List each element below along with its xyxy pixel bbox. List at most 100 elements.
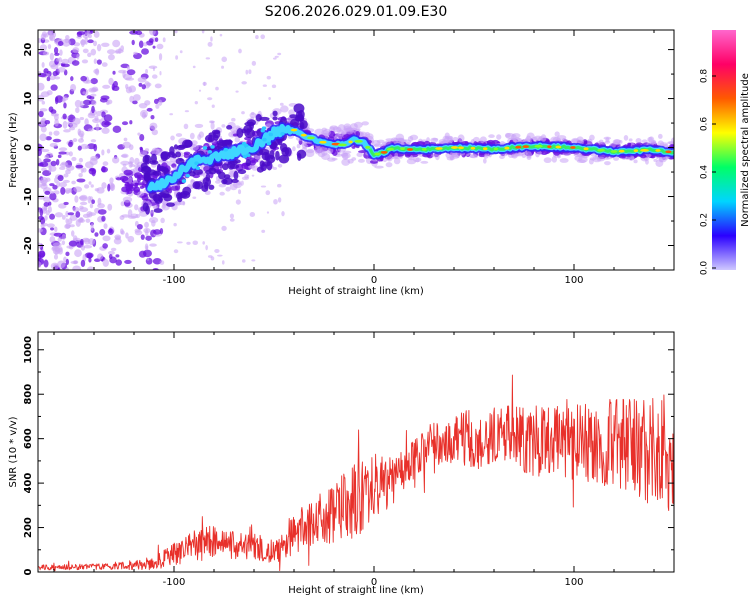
spectrogram-band-blob <box>194 123 204 128</box>
spectrogram-noise-blob <box>57 154 62 159</box>
spectrogram-band-blob <box>345 127 354 135</box>
spectrogram-noise-blob <box>49 183 55 187</box>
ridge-hot-spot <box>618 149 625 153</box>
spectrogram-sparse-blob <box>251 60 257 66</box>
spectrogram-dense-blob <box>226 125 233 130</box>
spectrogram-sparse-blob <box>261 229 266 233</box>
ridge-diffuse-speck <box>181 179 187 183</box>
spectrogram-band-blob <box>373 143 383 148</box>
spectrogram-noise-blob <box>97 209 107 215</box>
spectrogram-noise-blob <box>38 148 42 157</box>
spectrogram-sparse-blob <box>274 55 279 58</box>
spectrogram-noise-blob <box>81 59 89 64</box>
ridge-hot-spot <box>504 146 510 150</box>
spectrogram-noise-blob <box>79 238 84 246</box>
spectrogram-noise-blob <box>59 49 63 56</box>
snr-y-ticks: 0 200 400 600 800 1000 <box>23 336 674 575</box>
spectrogram-noise-blob <box>125 77 135 81</box>
ridge-hot-spot <box>470 146 476 150</box>
spectrogram-noise-blob <box>90 139 97 143</box>
spectrogram-sparse-blob <box>229 218 235 222</box>
snr-x-tick-label: 100 <box>564 577 583 588</box>
spectrogram-noise-blob <box>38 110 44 118</box>
spectrogram-sparse-blob <box>279 102 284 106</box>
ridge-hot-spot <box>290 128 298 132</box>
colorbar-tick-label: 0.6 <box>700 117 710 132</box>
spectrogram-sparse-blob <box>146 257 150 261</box>
spectrogram-dense-blob <box>184 139 193 148</box>
spectrogram-noise-blob <box>101 62 108 67</box>
spectrogram-band-blob <box>526 132 535 140</box>
spectrogram-sparse-blob <box>231 117 236 122</box>
spectrogram-noise-blob <box>62 120 68 129</box>
spectrogram-band-blob <box>635 138 642 144</box>
spectrogram-dense-blob <box>176 191 183 200</box>
spectrogram-band-blob <box>329 125 339 131</box>
snr-x-tick-label: 0 <box>371 577 377 588</box>
spectrogram-noise-blob <box>80 143 89 150</box>
spectrogram-x-tick-label: 100 <box>564 275 583 286</box>
spectrogram-dense-blob <box>229 160 239 165</box>
snr-y-tick-label: 400 <box>23 473 34 494</box>
spectrogram-noise-blob <box>112 156 120 164</box>
ridge-hot-spot <box>665 150 672 154</box>
spectrogram-sparse-blob <box>159 70 162 76</box>
spectrogram-sparse-blob <box>143 114 148 118</box>
spectrogram-band-blob <box>356 152 363 158</box>
spectrogram-noise-blob <box>84 118 89 126</box>
spectrogram-noise-blob <box>49 213 56 220</box>
spectrogram-dense-blob <box>261 151 270 161</box>
spectrogram-noise-blob <box>67 218 73 225</box>
spectrogram-noise-blob <box>47 44 52 50</box>
spectrogram-noise-blob <box>66 245 73 249</box>
ridge-hot-spot <box>386 147 395 151</box>
spectrogram-noise-blob <box>49 75 56 81</box>
spectrogram-dense-blob <box>272 110 278 117</box>
spectrogram-dense-blob <box>207 135 213 142</box>
spectrogram-dense-blob <box>176 145 186 151</box>
ridge-hot-spot <box>493 147 498 151</box>
ridge-hot-spot <box>583 147 589 151</box>
spectrogram-noise-blob <box>62 113 67 120</box>
spectrogram-dense-blob <box>166 202 175 207</box>
spectrogram-noise-blob <box>149 122 158 130</box>
spectrogram-band-blob <box>398 139 407 143</box>
spectrogram-band-blob <box>292 146 296 152</box>
spectrogram-band-blob <box>623 134 629 141</box>
spectrogram-sparse-blob <box>235 199 241 205</box>
spectrogram-noise-blob <box>129 120 133 125</box>
spectrogram-x-tick-label: -100 <box>163 275 186 286</box>
spectrogram-sparse-blob <box>207 97 213 101</box>
spectrogram-noise-blob <box>38 162 44 167</box>
ridge-diffuse-speck <box>207 150 213 154</box>
spectrogram-sparse-blob <box>248 69 252 74</box>
spectrogram-band-blob <box>314 128 325 136</box>
ridge-hot-spot <box>380 150 388 154</box>
spectrogram-noise-blob <box>152 267 159 270</box>
spectrogram-noise-blob <box>65 251 70 257</box>
spectrogram-noise-blob <box>77 145 82 151</box>
spectrogram-noise-blob <box>90 93 97 97</box>
spectrogram-band-blob <box>374 165 384 169</box>
spectrogram-noise-blob <box>41 100 46 105</box>
spectrogram-sparse-blob <box>221 225 227 231</box>
spectrogram-noise-blob <box>54 245 63 253</box>
ridge-diffuse-speck <box>210 145 215 149</box>
spectrogram-dense-blob <box>160 193 171 199</box>
spectrogram-noise-blob <box>106 148 111 154</box>
spectrogram-dense-blob <box>221 139 232 148</box>
spectrogram-noise-blob <box>144 148 150 152</box>
spectrogram-sparse-blob <box>277 197 282 203</box>
spectrogram-noise-blob <box>61 234 66 240</box>
spectrogram-noise-blob <box>107 228 114 235</box>
spectrogram-noise-blob <box>38 215 44 221</box>
spectrogram-dense-blob <box>152 170 162 176</box>
spectrogram-noise-blob <box>80 259 86 268</box>
spectrogram-noise-blob <box>137 132 141 136</box>
spectrogram-noise-blob <box>50 262 59 270</box>
spectrogram-noise-blob <box>42 51 50 56</box>
spectrogram-noise-blob <box>79 116 85 121</box>
spectrogram-noise-blob <box>76 178 86 183</box>
spectrogram-dense-blob <box>278 154 290 164</box>
spectrogram-sparse-blob <box>146 82 152 87</box>
